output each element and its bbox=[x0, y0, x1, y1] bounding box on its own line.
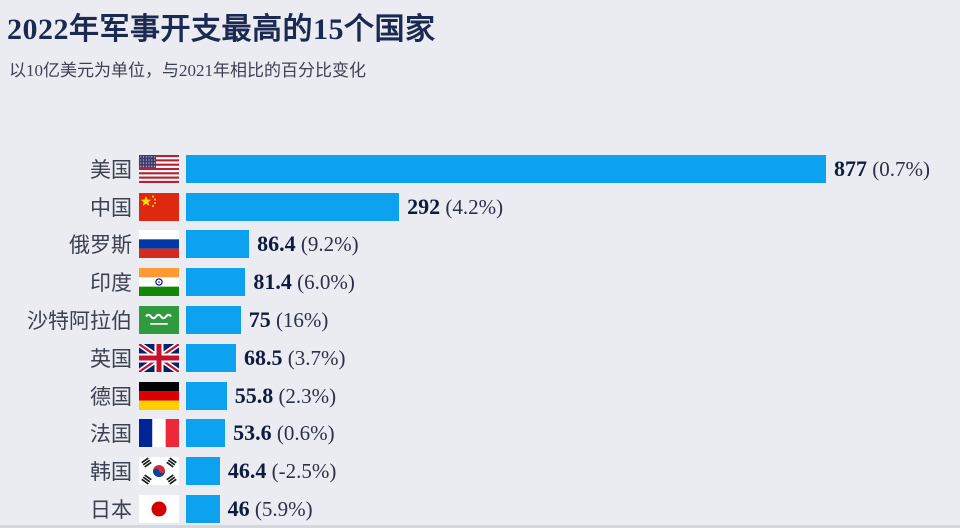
flag-saudi-arabia-icon bbox=[139, 306, 179, 335]
spending-bar bbox=[186, 495, 220, 524]
flag-france-icon bbox=[139, 419, 179, 448]
value-label: 292 bbox=[407, 193, 441, 219]
spending-bar bbox=[186, 457, 220, 486]
country-label: 俄罗斯 bbox=[69, 233, 132, 258]
spending-bar bbox=[186, 154, 826, 183]
country-label: 法国 bbox=[90, 422, 132, 447]
chart-row: 法国 53.6 (0.6%) bbox=[0, 415, 960, 453]
spending-bar bbox=[186, 419, 226, 448]
flag-germany-icon bbox=[139, 381, 179, 410]
value-annotation: 46 (5.9%) bbox=[228, 496, 313, 522]
value-annotation: 81.4 (6.0%) bbox=[253, 269, 354, 295]
spending-bar bbox=[186, 343, 236, 372]
value-label: 877 bbox=[834, 155, 867, 181]
cropped-next-row bbox=[0, 525, 960, 528]
value-annotation: 53.6 (0.6%) bbox=[233, 420, 334, 446]
country-label: 中国 bbox=[90, 195, 132, 220]
flag-uk-icon bbox=[139, 343, 179, 372]
value-label: 68.5 bbox=[244, 344, 283, 370]
change-label: (5.9%) bbox=[254, 497, 313, 522]
value-annotation: 55.8 (2.3%) bbox=[235, 383, 336, 409]
country-label: 印度 bbox=[90, 271, 132, 296]
country-label: 英国 bbox=[90, 346, 132, 371]
flag-india-icon bbox=[139, 268, 179, 297]
chart-row: 日本 46 (5.9%) bbox=[0, 490, 960, 528]
change-label: (16%) bbox=[275, 308, 329, 333]
country-label: 美国 bbox=[90, 157, 132, 182]
chart-row: 韩国 46.4 (-2.5%) bbox=[0, 452, 960, 490]
country-label: 沙特阿拉伯 bbox=[27, 309, 132, 334]
value-label: 75 bbox=[248, 307, 271, 333]
change-label: (3.7%) bbox=[287, 345, 346, 370]
spending-bar bbox=[186, 268, 246, 297]
chart-title: 2022年军事开支最高的15个国家 bbox=[7, 13, 436, 46]
chart-row: 美国 877 (0.7%) bbox=[0, 150, 960, 188]
value-label: 81.4 bbox=[253, 269, 292, 295]
value-annotation: 292 (4.2%) bbox=[407, 194, 503, 220]
spending-bar bbox=[186, 192, 400, 221]
chart-subtitle: 以10亿美元为单位，与2021年相比的百分比变化 bbox=[9, 61, 366, 80]
change-label: (6.0%) bbox=[297, 270, 355, 295]
flag-japan-icon bbox=[139, 495, 179, 524]
spending-bar bbox=[186, 306, 241, 335]
country-label: 德国 bbox=[90, 384, 132, 409]
country-label: 韩国 bbox=[90, 460, 132, 485]
change-label: (-2.5%) bbox=[271, 459, 337, 484]
value-label: 53.6 bbox=[233, 420, 272, 446]
value-annotation: 86.4 (9.2%) bbox=[257, 231, 358, 257]
value-annotation: 75 (16%) bbox=[249, 307, 329, 333]
value-label: 86.4 bbox=[257, 231, 296, 257]
change-label: (0.7%) bbox=[872, 156, 930, 181]
chart-row: 俄罗斯 86.4 (9.2%) bbox=[0, 226, 960, 264]
value-annotation: 46.4 (-2.5%) bbox=[228, 458, 336, 484]
value-annotation: 877 (0.7%) bbox=[834, 156, 930, 182]
country-label: 日本 bbox=[90, 498, 132, 523]
chart-row: 中国 292 (4.2%) bbox=[0, 188, 960, 226]
change-label: (2.3%) bbox=[278, 383, 337, 408]
spending-bar bbox=[186, 230, 250, 259]
chart-row: 英国 68.5 (3.7%) bbox=[0, 339, 960, 377]
value-label: 55.8 bbox=[234, 382, 274, 408]
chart-row: 印度 81.4 (6.0%) bbox=[0, 263, 960, 301]
value-annotation: 68.5 (3.7%) bbox=[244, 345, 345, 371]
flag-china-icon bbox=[139, 192, 179, 221]
value-label: 46.4 bbox=[227, 458, 267, 484]
change-label: (0.6%) bbox=[276, 421, 335, 446]
chart-row: 沙特阿拉伯 75 (16%) bbox=[0, 301, 960, 339]
flag-south-korea-icon bbox=[139, 457, 179, 486]
flag-usa-icon bbox=[139, 154, 179, 183]
value-label: 46 bbox=[227, 496, 250, 522]
bar-chart: 美国 877 (0.7%) 中国 292 (4.2%) 俄罗斯 86.4 (9.2%) 印度… bbox=[0, 150, 960, 528]
spending-bar bbox=[186, 381, 227, 410]
change-label: (4.2%) bbox=[445, 194, 504, 219]
chart-row: 德国 55.8 (2.3%) bbox=[0, 377, 960, 415]
change-label: (9.2%) bbox=[300, 232, 359, 257]
flag-russia-icon bbox=[139, 230, 179, 259]
